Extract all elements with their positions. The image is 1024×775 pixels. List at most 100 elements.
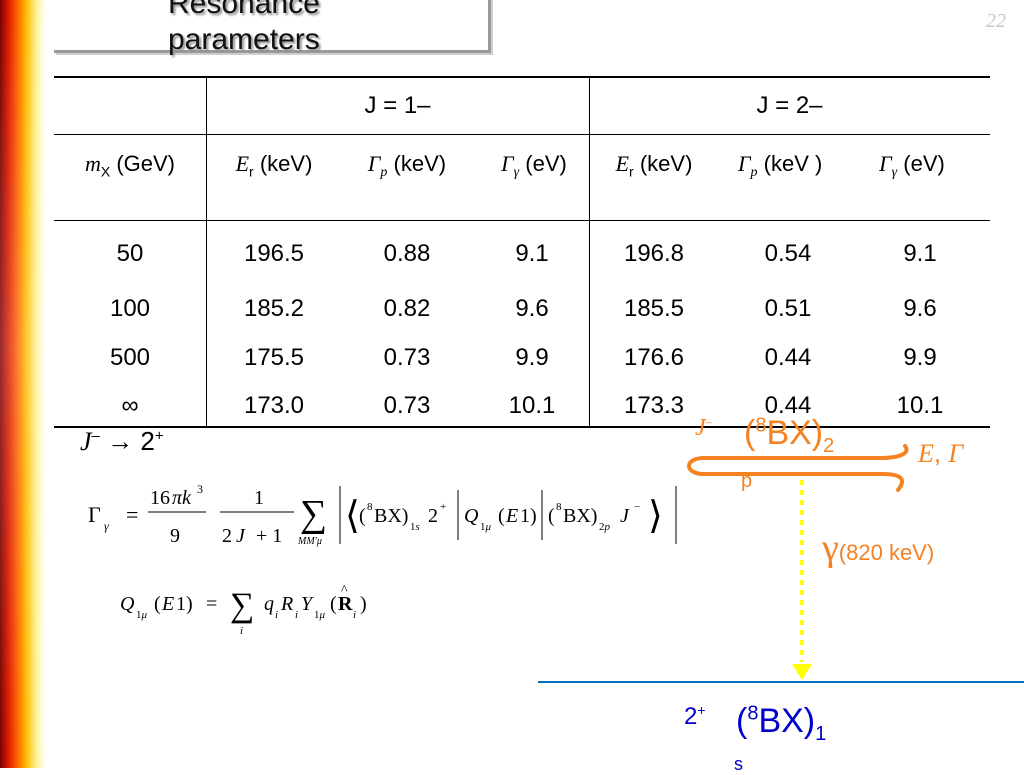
- svg-text:8: 8: [367, 501, 373, 513]
- cell-gamma-gamma-2: 9.9: [903, 344, 937, 371]
- svg-text:9: 9: [170, 525, 180, 547]
- cell-gamma-p-2: 0.51: [764, 295, 812, 322]
- svg-text:1): 1): [176, 593, 193, 615]
- table-bottom-rule: [54, 426, 990, 428]
- cell-er: 196.5: [243, 240, 305, 267]
- cell-gamma-gamma: 9.6: [515, 295, 549, 322]
- group-header-j2: J = 2–: [756, 92, 823, 119]
- cell-er-2: 176.6: [623, 344, 685, 371]
- col-header-gamma-gamma: Γγ (eV): [501, 151, 567, 181]
- upper-level-j: J–: [695, 414, 713, 441]
- col-header-er: Er (keV): [235, 151, 313, 180]
- svg-text:2: 2: [222, 525, 232, 547]
- cell-er-2: 173.3: [623, 392, 685, 419]
- svg-text:Q: Q: [464, 505, 479, 527]
- svg-text:1: 1: [254, 487, 264, 509]
- lower-level-j: 2+: [684, 702, 706, 730]
- svg-text:(: (: [330, 593, 337, 615]
- cell-gamma-gamma: 10.1: [508, 392, 556, 419]
- cell-er: 173.0: [243, 392, 305, 419]
- svg-text:1μ: 1μ: [136, 609, 148, 621]
- cell-gamma-p-2: 0.54: [764, 240, 812, 267]
- cell-gamma-gamma: 9.1: [515, 240, 549, 267]
- page-number: 22: [986, 10, 1006, 32]
- svg-text:⟩: ⟩: [648, 495, 663, 537]
- cell-mx: ∞: [121, 392, 139, 419]
- svg-text:^: ^: [341, 583, 348, 598]
- cell-er-2: 185.5: [623, 295, 685, 322]
- svg-text:1μ: 1μ: [480, 521, 492, 533]
- svg-text:1s: 1s: [410, 521, 420, 533]
- col-header-er-2: Er (keV): [615, 151, 693, 180]
- cell-gamma-gamma: 9.9: [515, 344, 549, 371]
- svg-text:E: E: [505, 505, 518, 527]
- transition-label: J– → 2+: [80, 426, 164, 456]
- svg-text:MM′μ: MM′μ: [297, 536, 322, 547]
- col-header-gamma-p-2: Γp (keV ): [738, 151, 823, 181]
- col-header-gamma-p: Γp (keV): [367, 151, 447, 181]
- svg-text:=: =: [206, 593, 217, 615]
- svg-text:πk: πk: [172, 487, 192, 509]
- svg-text:1): 1): [520, 505, 537, 527]
- svg-text:2p: 2p: [599, 521, 611, 533]
- svg-text:16: 16: [150, 487, 170, 509]
- svg-text:i: i: [275, 609, 278, 621]
- svg-text:γ: γ: [104, 519, 109, 533]
- svg-text:): ): [360, 593, 367, 615]
- table-rule: [54, 220, 990, 221]
- svg-text:∑: ∑: [230, 587, 254, 624]
- cell-mx: 500: [109, 344, 151, 371]
- svg-text:q: q: [264, 593, 274, 615]
- table-top-rule: [54, 76, 990, 78]
- svg-text:Γ: Γ: [88, 502, 101, 527]
- upper-level-state: (8BX)2: [744, 414, 835, 457]
- q-operator-formula: Q 1μ ( E 1) = ∑ i q i R i Y 1μ ( R ^ i ): [120, 583, 367, 637]
- svg-text:i: i: [353, 609, 356, 621]
- svg-text:−: −: [634, 501, 640, 513]
- decorative-gradient-bar: [0, 0, 46, 768]
- svg-text:Q: Q: [120, 593, 135, 615]
- svg-text:(: (: [359, 505, 366, 527]
- svg-text:∑: ∑: [300, 493, 327, 535]
- cell-gamma-gamma-2: 10.1: [896, 392, 944, 419]
- title-line-2: parameters: [168, 23, 320, 56]
- svg-text:E: E: [161, 593, 174, 615]
- col-header-gamma-gamma-2: Γγ (eV): [879, 151, 945, 181]
- svg-text:8: 8: [556, 501, 562, 513]
- cell-gamma-p: 0.73: [383, 392, 431, 419]
- svg-text:R: R: [280, 593, 293, 615]
- title-frame: [54, 0, 491, 53]
- title-line-1: Resonance: [168, 0, 320, 20]
- gamma-arrowhead: [792, 664, 812, 680]
- cell-gamma-p-2: 0.44: [764, 392, 812, 419]
- table-rule: [54, 134, 990, 135]
- svg-text:Y: Y: [301, 593, 314, 615]
- cell-gamma-gamma-2: 9.1: [903, 240, 937, 267]
- svg-text:i: i: [295, 609, 298, 621]
- svg-text:R: R: [338, 593, 353, 615]
- cell-er: 185.2: [243, 295, 305, 322]
- svg-text:i: i: [240, 625, 243, 637]
- gamma-energy: (820 keV): [838, 540, 935, 565]
- slide-title: Resonance parameters: [168, 0, 428, 58]
- svg-text:3: 3: [197, 482, 203, 496]
- upper-level-p: p: [741, 470, 753, 492]
- svg-text:1μ: 1μ: [314, 609, 326, 621]
- svg-text:+ 1: + 1: [256, 525, 282, 547]
- svg-text:⟨: ⟨: [345, 495, 360, 537]
- lower-level-state: (8BX)1: [736, 702, 827, 745]
- svg-text:J: J: [620, 505, 630, 527]
- svg-text:=: =: [126, 502, 138, 527]
- svg-text:BX): BX): [563, 505, 597, 527]
- lower-level-s: s: [734, 754, 743, 774]
- cell-gamma-p: 0.82: [383, 295, 431, 322]
- cell-gamma-p-2: 0.44: [764, 344, 812, 371]
- table-vrule: [206, 220, 207, 426]
- gamma-transition-label: γ(820 keV): [822, 526, 934, 570]
- svg-text:(: (: [498, 505, 505, 527]
- group-header-j1: J = 1–: [364, 92, 431, 119]
- resonance-width-bracket: [687, 444, 909, 492]
- svg-text:(: (: [154, 593, 161, 615]
- table-vrule: [206, 76, 207, 220]
